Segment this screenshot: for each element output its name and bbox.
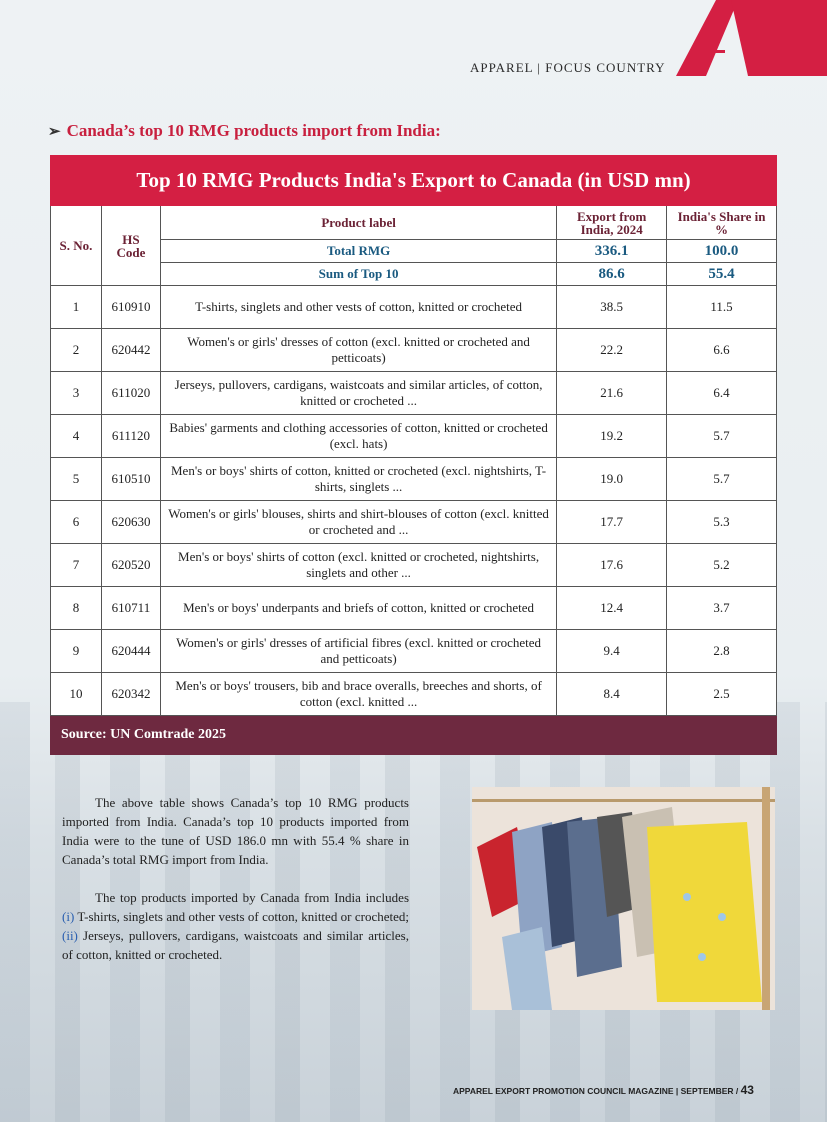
magazine-logo [676, 0, 827, 76]
cell-export: 19.2 [556, 414, 668, 458]
table-row: 7 620520 Men's or boys' shirts of cotton (… [50, 543, 777, 587]
sum-label: Sum of Top 10 [159, 262, 558, 286]
paragraph-1: The above table shows Canada’s top 10 RM… [62, 795, 409, 867]
cell-share: 2.8 [666, 629, 777, 673]
table-title: Top 10 RMG Products India's Export to Ca… [50, 155, 777, 206]
cell-sno: 8 [50, 586, 102, 630]
col-sno: S. No. [50, 205, 102, 286]
cell-share: 2.5 [666, 672, 777, 716]
table-row: 4 611120 Babies' garments and clothing acc… [50, 414, 777, 458]
cell-hs: 610711 [100, 586, 161, 630]
cell-product: Men's or boys' underpants and briefs of … [159, 586, 558, 630]
cell-share: 5.3 [666, 500, 777, 544]
col-product: Product label [159, 205, 558, 240]
cell-sno: 9 [50, 629, 102, 673]
cell-export: 19.0 [556, 457, 668, 501]
sum-export: 86.6 [556, 262, 668, 286]
cell-hs: 610910 [100, 285, 161, 329]
clothing-rack-photo [472, 787, 775, 1010]
cell-product: Babies' garments and clothing accessorie… [159, 414, 558, 458]
heading-text: Canada’s top 10 RMG products import from… [66, 121, 441, 140]
col-export: Export from India, 2024 [556, 205, 668, 240]
cell-export: 8.4 [556, 672, 668, 716]
p2-text: The top products imported by Canada from… [95, 890, 409, 905]
cell-product: T-shirts, singlets and other vests of co… [159, 285, 558, 329]
table-row: 6 620630 Women's or girls' blouses, shirts… [50, 500, 777, 544]
cell-product: Men's or boys' trousers, bib and brace o… [159, 672, 558, 716]
cell-sno: 2 [50, 328, 102, 372]
table-source: Source: UN Comtrade 2025 [50, 715, 777, 755]
p2-marker-ii: (ii) [62, 928, 78, 943]
cell-export: 22.2 [556, 328, 668, 372]
table-row: 10 620342 Men's or boys' trousers, bib and… [50, 672, 777, 716]
cell-export: 21.6 [556, 371, 668, 415]
table-row: 8 610711 Men's or boys' underpants and bri… [50, 586, 777, 630]
sum-share: 55.4 [666, 262, 777, 286]
total-label: Total RMG [159, 239, 558, 263]
cell-sno: 4 [50, 414, 102, 458]
table-row: 3 611020 Jerseys, pullovers, cardigans, wa… [50, 371, 777, 415]
cell-sno: 7 [50, 543, 102, 587]
total-row: Total RMG 336.1 100.0 [51, 239, 777, 263]
table-row: 5 610510 Men's or boys' shirts of cotton, … [50, 457, 777, 501]
page-footer: APPAREL EXPORT PROMOTION COUNCIL MAGAZIN… [453, 1083, 754, 1097]
cell-export: 9.4 [556, 629, 668, 673]
paragraph-2: The top products imported by Canada from… [62, 888, 409, 964]
cell-product: Women's or girls' dresses of artificial … [159, 629, 558, 673]
cell-product: Men's or boys' shirts of cotton, knitted… [159, 457, 558, 501]
cell-product: Jerseys, pullovers, cardigans, waistcoat… [159, 371, 558, 415]
cell-sno: 6 [50, 500, 102, 544]
cell-share: 3.7 [666, 586, 777, 630]
cell-product: Women's or girls' blouses, shirts and sh… [159, 500, 558, 544]
cell-sno: 10 [50, 672, 102, 716]
cell-export: 17.7 [556, 500, 668, 544]
p2-text: Jerseys, pullovers, cardigans, waistcoat… [62, 928, 409, 962]
col-hs-code: HS Code [100, 205, 161, 286]
cell-hs: 620342 [100, 672, 161, 716]
cell-product: Men's or boys' shirts of cotton (excl. k… [159, 543, 558, 587]
col-share: India's Share in % [666, 205, 777, 240]
cell-export: 38.5 [556, 285, 668, 329]
cell-share: 5.7 [666, 414, 777, 458]
section-heading: ➢ Canada’s top 10 RMG products import fro… [48, 121, 441, 141]
table-row: 9 620444 Women's or girls' dresses of arti… [50, 629, 777, 673]
p2-marker-i: (i) [62, 909, 75, 924]
cell-hs: 611020 [100, 371, 161, 415]
cell-share: 6.6 [666, 328, 777, 372]
section-kicker: APPAREL | FOCUS COUNTRY [470, 60, 666, 75]
table-row: 2 620442 Women's or girls' dresses of cott… [50, 328, 777, 372]
cell-share: 11.5 [666, 285, 777, 329]
total-export: 336.1 [556, 239, 668, 263]
cell-product: Women's or girls' dresses of cotton (exc… [159, 328, 558, 372]
cell-hs: 611120 [100, 414, 161, 458]
cell-share: 5.7 [666, 457, 777, 501]
cell-sno: 5 [50, 457, 102, 501]
cell-share: 6.4 [666, 371, 777, 415]
footer-text: APPAREL EXPORT PROMOTION COUNCIL MAGAZIN… [453, 1086, 741, 1096]
rmg-products-table: Top 10 RMG Products India's Export to Ca… [50, 155, 777, 755]
p2-text: T-shirts, singlets and other vests of co… [74, 909, 409, 924]
page-number: 43 [740, 1083, 754, 1097]
cell-export: 17.6 [556, 543, 668, 587]
arrow-bullet-icon: ➢ [48, 124, 61, 140]
cell-hs: 620630 [100, 500, 161, 544]
cell-hs: 620444 [100, 629, 161, 673]
cell-export: 12.4 [556, 586, 668, 630]
cell-hs: 610510 [100, 457, 161, 501]
cell-hs: 620520 [100, 543, 161, 587]
cell-sno: 3 [50, 371, 102, 415]
table-row: 1 610910 T-shirts, singlets and other vest… [50, 285, 777, 329]
total-share: 100.0 [666, 239, 777, 263]
cell-hs: 620442 [100, 328, 161, 372]
cell-share: 5.2 [666, 543, 777, 587]
cell-sno: 1 [50, 285, 102, 329]
